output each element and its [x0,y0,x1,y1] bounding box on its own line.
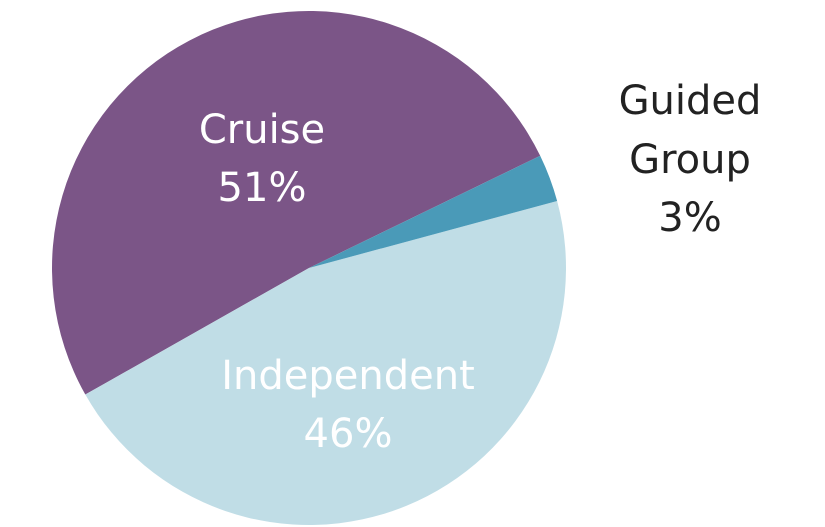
slice-label: Independent [221,353,475,399]
slice-label-line: Guided [619,78,762,124]
slice-value-label: 46% [304,411,393,457]
slice-label: Cruise [199,107,325,153]
pie-slice [85,201,566,526]
pie-slice [309,155,558,268]
pie-slice [52,11,541,395]
slice-label-line: Group [629,137,751,183]
slice-label: Guided Group [619,78,762,183]
slice-value-label: 51% [218,165,307,211]
slice-value-label: 3% [658,195,721,241]
